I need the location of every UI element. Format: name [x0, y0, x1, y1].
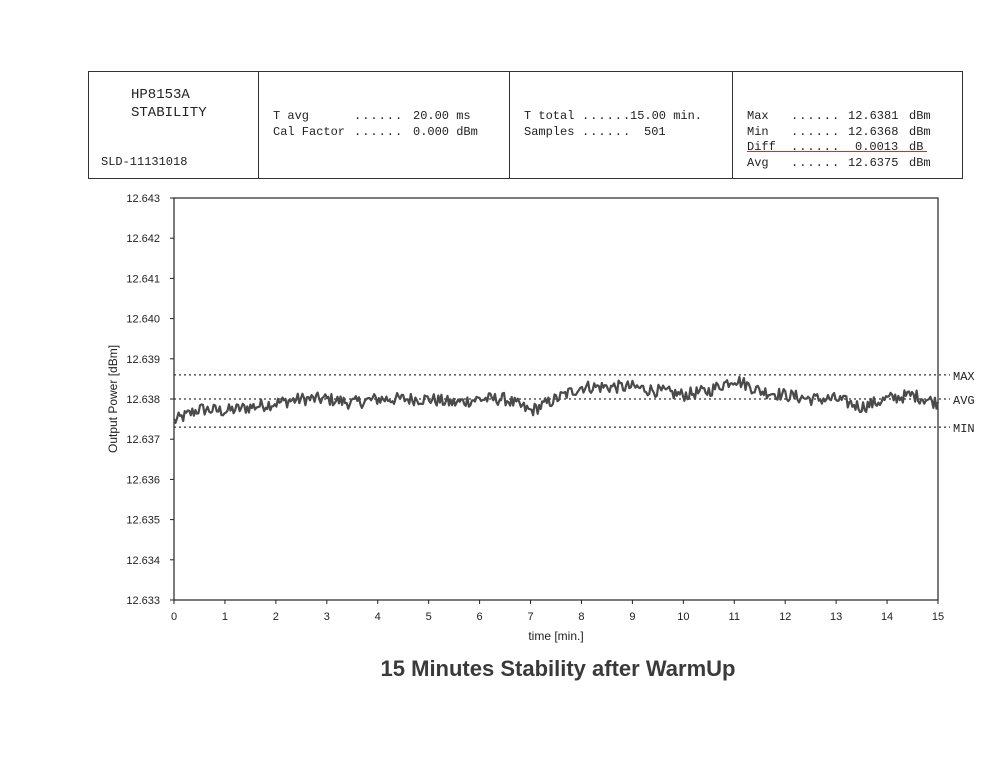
stat-label: Max	[747, 109, 769, 123]
x-tick-label: 11	[729, 611, 740, 623]
power-series-line	[172, 375, 940, 424]
y-tick-label: 12.635	[126, 515, 160, 527]
t-avg-value: 20.00 ms	[413, 109, 471, 123]
y-tick-label: 12.638	[126, 394, 160, 406]
chart-title: 15 Minutes Stability after WarmUp	[380, 656, 736, 681]
samples-dots: ......	[582, 125, 632, 139]
cal-factor-value: 0.000 dBm	[413, 125, 478, 139]
measurement-mode: STABILITY	[131, 105, 207, 121]
x-tick-label: 12	[779, 611, 791, 623]
x-tick-label: 15	[932, 611, 944, 623]
statistics-cell: Max ...... 12.6381 dBm Min ...... 12.636…	[733, 72, 962, 178]
stat-value: 12.6375	[848, 156, 899, 170]
samples-label: Samples	[524, 125, 575, 139]
y-tick-label: 12.636	[126, 474, 160, 486]
ref-label-avg: AVG	[953, 394, 975, 408]
y-tick-label: 12.639	[126, 354, 160, 366]
x-axis-label: time [min.]	[528, 629, 583, 643]
x-tick-label: 9	[629, 611, 635, 623]
x-tick-label: 4	[375, 611, 381, 623]
cal-factor-dots: ......	[354, 125, 404, 139]
x-tick-label: 1	[222, 611, 228, 623]
y-tick-label: 12.641	[126, 273, 160, 285]
instrument-cell: HP8153A STABILITY SLD-11131018	[89, 72, 259, 178]
t-total-value: 15.00 min.	[630, 109, 703, 123]
stat-label: Diff	[747, 140, 776, 154]
t-total-label: T total	[524, 109, 575, 123]
stat-value: 0.0013	[855, 140, 899, 154]
duration-cell: T total ...... 15.00 min. Samples ......…	[510, 72, 733, 178]
stat-unit: dB	[909, 140, 924, 154]
stat-dots: ......	[791, 125, 841, 139]
t-total-dots: ......	[582, 109, 632, 123]
ref-label-max: MAX	[953, 370, 975, 384]
x-tick-label: 2	[273, 611, 279, 623]
diff-highlight-line	[747, 151, 927, 152]
x-tick-label: 8	[578, 611, 584, 623]
cal-factor-label: Cal Factor	[273, 125, 346, 139]
stat-unit: dBm	[909, 109, 931, 123]
x-tick-label: 5	[426, 611, 432, 623]
axis-ticks	[170, 197, 939, 604]
y-tick-labels: 12.643 12.642 12.641 12.640 12.639 12.638 12.6…	[126, 193, 160, 607]
y-tick-label: 12.634	[126, 555, 160, 567]
device-id: SLD-11131018	[101, 155, 188, 169]
samples-value: 501	[644, 125, 666, 139]
x-tick-label: 6	[477, 611, 483, 623]
stat-unit: dBm	[909, 156, 931, 170]
y-tick-label: 12.642	[126, 233, 160, 245]
ref-label-min: MIN	[953, 422, 975, 436]
stat-dots: ......	[791, 109, 841, 123]
y-tick-label: 12.643	[126, 193, 160, 205]
stat-label: Avg	[747, 156, 769, 170]
y-tick-label: 12.640	[126, 314, 160, 326]
measurement-header: HP8153A STABILITY SLD-11131018 T avg ...…	[88, 71, 963, 179]
x-tick-label: 3	[324, 611, 330, 623]
x-tick-label: 0	[171, 611, 177, 623]
stat-dots: ......	[791, 140, 841, 154]
averaging-cell: T avg ...... 20.00 ms Cal Factor ...... …	[259, 72, 510, 178]
y-axis-label: Output Power [dBm]	[106, 345, 120, 453]
stat-value: 12.6381	[848, 109, 899, 123]
x-tick-label: 13	[830, 611, 842, 623]
stat-dots: ......	[791, 156, 841, 170]
x-tick-labels: 0 1 2 3 4 5 6 7 8 9 10 11 12 13 14 15	[171, 611, 944, 623]
x-tick-label: 10	[677, 611, 689, 623]
t-avg-label: T avg	[273, 109, 310, 123]
stat-label: Min	[747, 125, 769, 139]
t-avg-dots: ......	[354, 109, 404, 123]
x-tick-label: 14	[881, 611, 893, 623]
y-tick-label: 12.633	[126, 595, 160, 607]
stat-value: 12.6368	[848, 125, 899, 139]
stat-unit: dBm	[909, 125, 931, 139]
instrument-name: HP8153A	[131, 87, 190, 103]
y-tick-label: 12.637	[126, 434, 160, 446]
x-tick-label: 7	[527, 611, 533, 623]
